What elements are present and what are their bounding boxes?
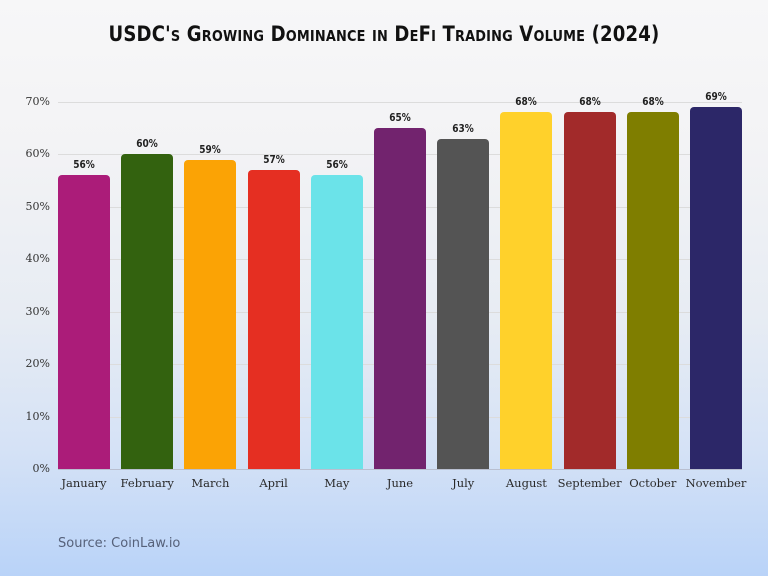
bar-value-label: 68% [515, 95, 538, 109]
bar-september [563, 112, 616, 469]
bar-value-label: 63% [452, 121, 474, 135]
bar-value-label: 60% [136, 137, 158, 151]
x-tick-label: April [259, 476, 288, 490]
x-tick-label: January [61, 476, 107, 490]
bar-value-label: 56% [325, 158, 348, 172]
bar-april [247, 170, 300, 469]
x-tick-label: March [191, 476, 230, 490]
bar-july [437, 138, 490, 469]
x-tick-label: July [452, 476, 475, 490]
bar-november [690, 107, 742, 469]
x-tick-label: February [120, 476, 174, 490]
bar-may [310, 175, 363, 469]
y-tick-label: 70% [25, 95, 50, 108]
source-note: Source: CoinLaw.io [58, 536, 181, 551]
bar-january [58, 175, 110, 469]
x-tick-label: September [557, 476, 622, 490]
y-tick-label: 60% [25, 147, 50, 160]
x-tick-label: June [386, 476, 414, 490]
x-tick-label: August [505, 476, 547, 490]
bar-value-label: 65% [389, 111, 411, 125]
bar-value-label: 56% [73, 158, 95, 172]
y-tick-label: 0% [32, 462, 50, 475]
bar-value-label: 68% [641, 95, 664, 109]
bar-value-label: 59% [199, 142, 222, 156]
chart-title: USDC's Growing Dominance in DeFi Trading… [108, 22, 660, 46]
bar-value-label: 69% [705, 90, 727, 104]
y-tick-label: 10% [25, 410, 50, 423]
y-tick-label: 30% [25, 305, 50, 318]
y-tick-label: 50% [25, 200, 50, 213]
bar-october [626, 112, 679, 469]
bar-value-label: 68% [578, 95, 601, 109]
bar-june [374, 128, 426, 469]
bar-august [500, 112, 553, 469]
bar-february [121, 154, 174, 469]
y-tick-label: 40% [25, 252, 50, 265]
bar-march [184, 159, 237, 469]
bar-value-label: 57% [262, 153, 285, 167]
gridline [58, 102, 742, 103]
x-tick-label: October [629, 476, 677, 490]
y-tick-label: 20% [25, 357, 50, 370]
x-tick-label: November [685, 476, 747, 490]
x-axis-line [58, 469, 742, 470]
x-tick-label: May [324, 476, 350, 490]
